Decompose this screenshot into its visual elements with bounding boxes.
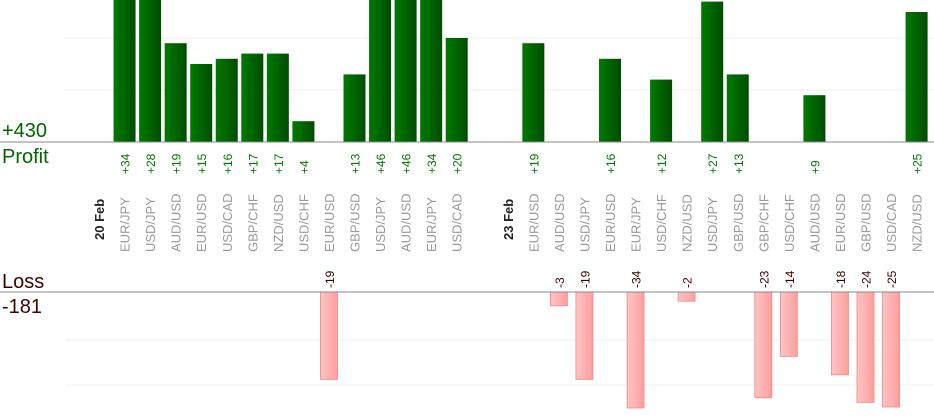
pair-label: NZD/USD: [271, 194, 286, 252]
profit-bar: [369, 0, 392, 142]
pair-label: EUR/USD: [833, 193, 848, 252]
date-label: 23 Feb: [501, 199, 516, 240]
pair-label: GBP/USD: [731, 193, 746, 252]
profit-bar: [292, 121, 315, 142]
pair-label: EUR/USD: [194, 193, 209, 252]
pair-label: EUR/JPY: [629, 197, 644, 252]
loss-bar: [320, 291, 338, 380]
loss-value-label: -18: [834, 270, 848, 288]
profit-label: Profit: [2, 146, 49, 168]
profit-value-label: +17: [272, 153, 286, 174]
profit-value-label: +19: [527, 153, 541, 174]
pair-label: AUD/USD: [552, 193, 567, 252]
profit-bar: [164, 43, 187, 143]
pair-label: USD/CHF: [782, 194, 797, 252]
profit-value-label: +34: [425, 153, 439, 174]
pair-label: GBP/CHF: [756, 194, 771, 252]
loss-value-label: -14: [783, 270, 797, 288]
pair-label: NZD/USD: [910, 194, 925, 252]
profit-bar: [139, 0, 162, 142]
pair-label: USD/JPY: [577, 197, 592, 252]
loss-bar: [550, 291, 568, 307]
profit-value-label: +12: [655, 153, 669, 174]
date-label: 20 Feb: [92, 199, 107, 240]
pair-label: USD/CAD: [450, 193, 465, 252]
loss-value-label: -23: [757, 270, 771, 288]
pair-label: EUR/USD: [322, 193, 337, 252]
loss-value-label: -25: [885, 270, 899, 288]
pair-label: AUD/USD: [169, 193, 184, 252]
profit-value-label: +27: [706, 153, 720, 174]
profit-bar: [215, 58, 238, 142]
pair-label: USD/CAD: [884, 193, 899, 252]
profit-value-label: +13: [732, 153, 746, 174]
profit-value-label: +46: [400, 153, 414, 174]
profit-bar: [905, 12, 928, 142]
profit-total: +430: [2, 120, 47, 142]
pair-label: USD/JPY: [143, 197, 158, 252]
profit-bar: [650, 79, 673, 142]
pair-label: GBP/CHF: [245, 194, 260, 252]
profit-value-label: +25: [911, 153, 925, 174]
profit-value-label: +28: [144, 153, 158, 174]
profit-bar: [241, 53, 264, 142]
pair-label: EUR/JPY: [118, 197, 133, 252]
profit-value-label: +20: [451, 153, 465, 174]
profit-value-label: +46: [374, 153, 388, 174]
loss-total: -181: [2, 296, 42, 318]
pair-label: EUR/USD: [603, 193, 618, 252]
pair-label: USD/JPY: [705, 197, 720, 252]
profit-bar: [266, 53, 289, 142]
pair-label: EUR/USD: [526, 193, 541, 252]
profit-bar: [445, 38, 468, 142]
profit-value-label: +13: [349, 153, 363, 174]
profit-bar: [726, 74, 749, 142]
loss-value-label: -19: [323, 270, 337, 288]
loss-bar: [677, 291, 696, 302]
profit-bar: [343, 74, 366, 142]
loss-bar: [856, 291, 875, 403]
profit-value-label: +17: [246, 153, 260, 174]
loss-bar: [575, 291, 594, 380]
profit-bar: [599, 58, 621, 142]
pair-label: GBP/USD: [348, 193, 363, 252]
loss-bar: [626, 291, 645, 409]
profit-bar: [394, 0, 417, 142]
loss-bar: [882, 291, 900, 408]
profit-value-label: +19: [170, 153, 184, 174]
pair-label: GBP/USD: [859, 193, 874, 252]
loss-value-label: -2: [681, 277, 695, 288]
profit-value-label: +15: [195, 153, 209, 174]
profit-value-label: +9: [808, 160, 822, 174]
profit-bar: [420, 0, 443, 142]
profit-value-label: +16: [604, 153, 618, 174]
pair-label: AUD/USD: [399, 193, 414, 252]
pair-label: AUD/USD: [807, 193, 822, 252]
profit-bar: [522, 43, 545, 143]
loss-label: Loss: [2, 271, 44, 293]
loss-value-label: -34: [630, 270, 644, 288]
pair-label: USD/CHF: [296, 194, 311, 252]
profit-bar: [190, 64, 213, 142]
loss-bar: [831, 291, 849, 376]
profit-bar: [803, 95, 826, 142]
pair-label: USD/CHF: [654, 194, 669, 252]
loss-bar: [779, 291, 798, 357]
pair-label: NZD/USD: [680, 194, 695, 252]
profit-value-label: +34: [119, 153, 133, 174]
loss-value-label: -3: [553, 277, 567, 288]
pair-label: USD/CAD: [220, 193, 235, 252]
loss-value-label: -24: [860, 270, 874, 288]
profit-value-label: +4: [297, 160, 311, 174]
pair-label: EUR/JPY: [424, 197, 439, 252]
profit-bar: [701, 1, 724, 142]
loss-value-label: -19: [578, 270, 592, 288]
profit-bar: [113, 0, 136, 142]
profit-value-label: +16: [221, 153, 235, 174]
loss-bar: [754, 291, 773, 399]
pair-label: USD/JPY: [373, 197, 388, 252]
